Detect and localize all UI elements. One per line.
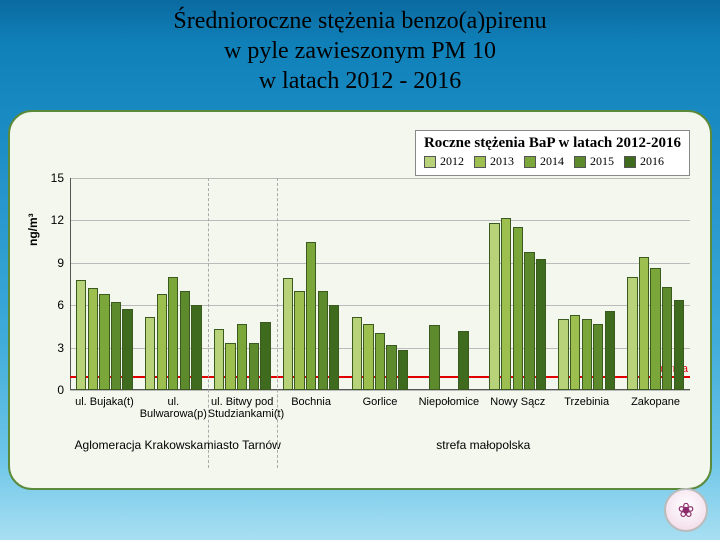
bar — [214, 329, 224, 390]
bar — [524, 252, 534, 391]
x-tick-label: Zakopane — [621, 390, 690, 408]
x-tick-label: Gorlice — [346, 390, 415, 408]
y-tick-label: 12 — [30, 213, 70, 227]
x-tick-label: Trzebinia — [552, 390, 621, 408]
bar — [145, 317, 155, 390]
bar — [168, 277, 178, 390]
zone-label: strefa małopolska — [436, 390, 530, 452]
legend-row: 2012 2013 2014 2015 2016 — [424, 154, 681, 169]
bar — [111, 302, 121, 390]
legend-item: 2015 — [574, 154, 614, 169]
bar — [489, 223, 499, 390]
chart-legend: Roczne stężenia BaP w latach 2012-2016 2… — [415, 130, 690, 176]
bar — [329, 305, 339, 390]
bar — [191, 305, 201, 390]
legend-label: 2013 — [490, 154, 514, 169]
bar — [375, 333, 385, 390]
bar — [662, 287, 672, 390]
bar — [363, 324, 373, 390]
legend-label: 2012 — [440, 154, 464, 169]
legend-swatch — [624, 156, 636, 168]
bar — [180, 291, 190, 390]
legend-swatch — [474, 156, 486, 168]
zone-label: miasto Tarnów — [204, 390, 281, 452]
bar — [352, 317, 362, 390]
bar — [570, 315, 580, 390]
bar — [501, 218, 511, 390]
bar — [429, 325, 439, 390]
bar — [605, 311, 615, 390]
plot-area: 03691215normaul. Bujaka(t)ul. Bulwarowa(… — [70, 178, 690, 390]
bar — [558, 319, 568, 390]
gridline — [70, 220, 690, 221]
bar — [260, 322, 270, 390]
page-title: Średnioroczne stężenia benzo(a)pirenu w … — [0, 0, 720, 96]
bar — [318, 291, 328, 390]
x-tick-label: Bochnia — [277, 390, 346, 408]
legend-swatch — [424, 156, 436, 168]
gridline — [70, 178, 690, 179]
logo-icon: ❀ — [678, 498, 695, 523]
bar — [294, 291, 304, 390]
bar — [458, 331, 468, 390]
legend-swatch — [574, 156, 586, 168]
y-axis — [70, 178, 71, 390]
title-line-1: Średnioroczne stężenia benzo(a)pirenu — [0, 6, 720, 36]
y-tick-label: 15 — [30, 171, 70, 185]
legend-item: 2012 — [424, 154, 464, 169]
bar — [398, 350, 408, 390]
legend-label: 2014 — [540, 154, 564, 169]
bar — [306, 242, 316, 390]
legend-label: 2016 — [640, 154, 664, 169]
bar — [627, 277, 637, 390]
bar — [650, 268, 660, 390]
y-tick-label: 0 — [30, 383, 70, 397]
legend-label: 2015 — [590, 154, 614, 169]
title-line-2: w pyle zawieszonym PM 10 — [0, 36, 720, 66]
bar — [122, 309, 132, 390]
bar — [582, 319, 592, 390]
bar — [76, 280, 86, 390]
bar — [386, 345, 396, 390]
bar — [237, 324, 247, 390]
legend-item: 2013 — [474, 154, 514, 169]
legend-swatch — [524, 156, 536, 168]
bar — [225, 343, 235, 390]
bar — [536, 259, 546, 390]
zone-label: Aglomeracja Krakowska — [75, 390, 204, 452]
bar — [99, 294, 109, 390]
zone-separator — [277, 178, 278, 468]
y-tick-label: 9 — [30, 256, 70, 270]
legend-item: 2014 — [524, 154, 564, 169]
logo-badge: ❀ — [664, 488, 708, 532]
chart-card: Roczne stężenia BaP w latach 2012-2016 2… — [8, 110, 712, 490]
bar — [513, 227, 523, 390]
legend-title: Roczne stężenia BaP w latach 2012-2016 — [424, 135, 681, 152]
bar — [283, 278, 293, 390]
title-line-3: w latach 2012 - 2016 — [0, 66, 720, 96]
bar — [674, 300, 684, 390]
legend-item: 2016 — [624, 154, 664, 169]
gridline — [70, 263, 690, 264]
y-tick-label: 3 — [30, 341, 70, 355]
bar — [249, 343, 259, 390]
chart-inner: Roczne stężenia BaP w latach 2012-2016 2… — [24, 126, 696, 474]
bar — [88, 288, 98, 390]
y-tick-label: 6 — [30, 298, 70, 312]
bar — [639, 257, 649, 390]
bar — [593, 324, 603, 390]
bar — [157, 294, 167, 390]
